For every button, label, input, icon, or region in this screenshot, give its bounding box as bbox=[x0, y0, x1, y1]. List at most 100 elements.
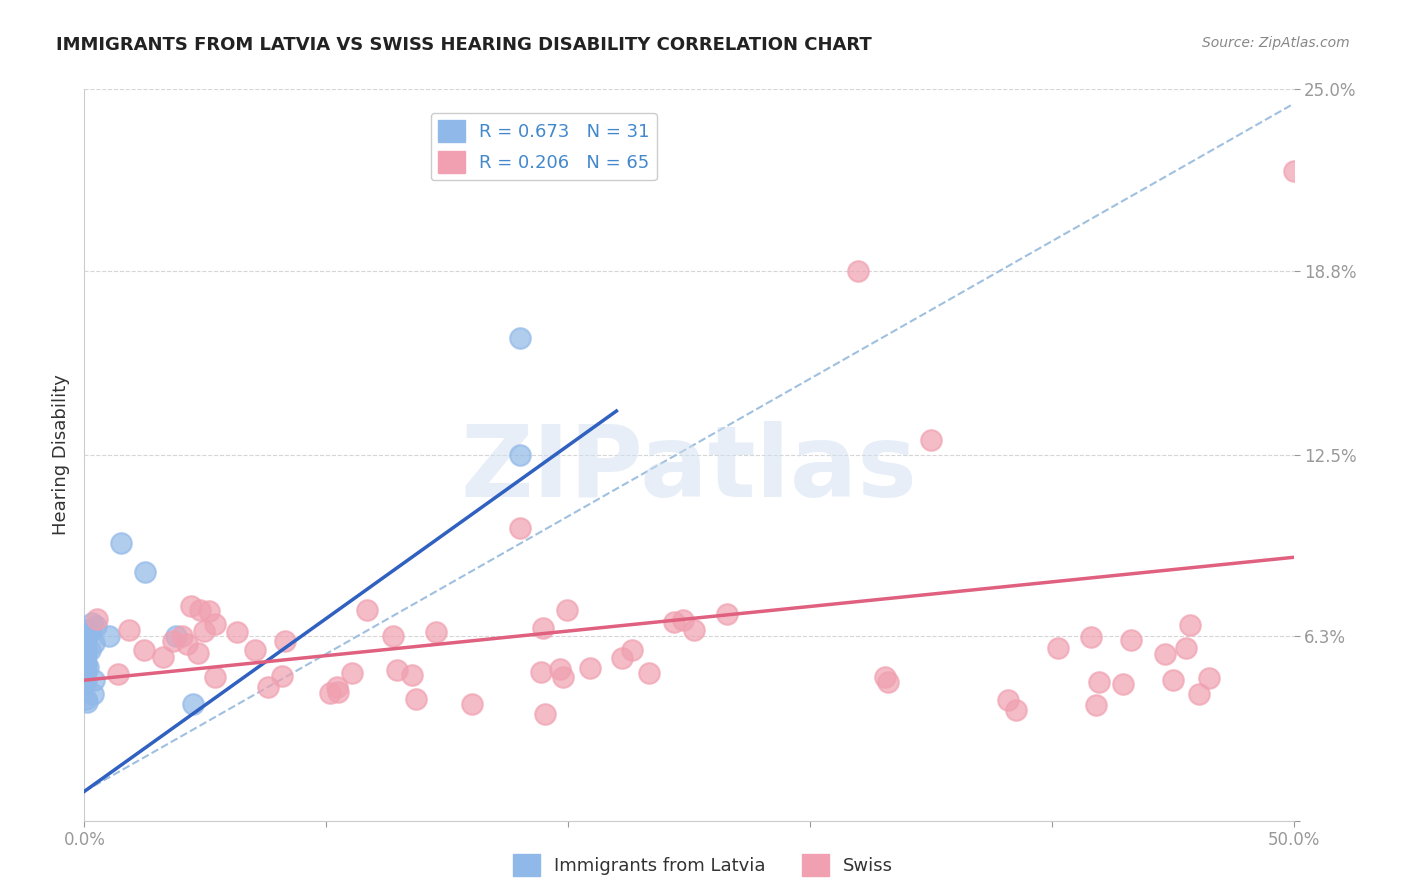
Point bbox=[664, 615, 686, 629]
Point bbox=[610, 651, 633, 665]
Point bbox=[1004, 703, 1026, 717]
Point bbox=[548, 662, 571, 676]
Point bbox=[1088, 675, 1111, 690]
Point bbox=[621, 643, 644, 657]
Point bbox=[270, 669, 292, 683]
Point bbox=[533, 707, 555, 722]
Point bbox=[1080, 630, 1102, 644]
Point bbox=[997, 693, 1019, 707]
Point bbox=[73, 657, 96, 671]
Point bbox=[1047, 640, 1070, 655]
Point bbox=[509, 521, 531, 535]
Point bbox=[672, 613, 695, 627]
Point bbox=[181, 697, 204, 711]
Point bbox=[460, 697, 482, 711]
Point bbox=[110, 535, 132, 549]
Point bbox=[509, 448, 531, 462]
Point bbox=[530, 665, 553, 679]
Point bbox=[381, 629, 404, 643]
Point bbox=[1282, 164, 1305, 178]
Point bbox=[79, 624, 101, 639]
Point bbox=[1111, 677, 1133, 691]
Point bbox=[1154, 647, 1177, 661]
Point bbox=[118, 624, 141, 638]
Point bbox=[1121, 633, 1143, 648]
Point bbox=[198, 604, 221, 618]
Point bbox=[555, 603, 578, 617]
Point bbox=[73, 645, 96, 659]
Point bbox=[75, 630, 97, 644]
Point bbox=[405, 691, 427, 706]
Point bbox=[84, 619, 107, 633]
Point bbox=[187, 646, 209, 660]
Point bbox=[1178, 618, 1201, 632]
Point bbox=[226, 624, 249, 639]
Point bbox=[401, 667, 423, 681]
Point bbox=[257, 680, 280, 694]
Point bbox=[531, 621, 554, 635]
Point bbox=[340, 665, 363, 680]
Point bbox=[134, 565, 156, 579]
Text: Source: ZipAtlas.com: Source: ZipAtlas.com bbox=[1202, 36, 1350, 50]
Point bbox=[162, 633, 184, 648]
Point bbox=[73, 623, 96, 637]
Point bbox=[83, 673, 105, 688]
Point bbox=[1188, 687, 1211, 701]
Point bbox=[75, 657, 97, 672]
Point bbox=[188, 603, 211, 617]
Point bbox=[877, 675, 900, 690]
Point bbox=[73, 664, 96, 678]
Point bbox=[204, 670, 226, 684]
Legend: Immigrants from Latvia, Swiss: Immigrants from Latvia, Swiss bbox=[505, 847, 901, 883]
Point bbox=[86, 612, 108, 626]
Point bbox=[356, 603, 378, 617]
Point bbox=[79, 642, 101, 657]
Point bbox=[76, 694, 98, 708]
Point bbox=[75, 692, 97, 706]
Point bbox=[152, 650, 174, 665]
Point bbox=[193, 624, 215, 639]
Point bbox=[75, 674, 97, 689]
Point bbox=[682, 623, 704, 637]
Point bbox=[75, 632, 97, 646]
Point bbox=[638, 666, 661, 681]
Point bbox=[875, 670, 897, 684]
Point bbox=[1198, 671, 1220, 685]
Point bbox=[75, 643, 97, 657]
Point bbox=[319, 685, 342, 699]
Point bbox=[75, 665, 97, 679]
Point bbox=[77, 660, 100, 674]
Point bbox=[83, 636, 105, 650]
Point bbox=[80, 615, 103, 630]
Point bbox=[75, 648, 97, 663]
Legend: R = 0.673   N = 31, R = 0.206   N = 65: R = 0.673 N = 31, R = 0.206 N = 65 bbox=[430, 113, 657, 180]
Point bbox=[1161, 673, 1184, 688]
Point bbox=[82, 687, 104, 701]
Point bbox=[1085, 698, 1108, 713]
Point bbox=[73, 649, 96, 664]
Point bbox=[73, 676, 96, 690]
Point bbox=[846, 263, 869, 277]
Point bbox=[97, 629, 120, 643]
Point bbox=[716, 607, 738, 621]
Point bbox=[172, 629, 194, 643]
Point bbox=[107, 666, 129, 681]
Point bbox=[551, 670, 574, 684]
Point bbox=[204, 617, 226, 632]
Y-axis label: Hearing Disability: Hearing Disability bbox=[52, 375, 70, 535]
Point bbox=[132, 643, 155, 657]
Point bbox=[165, 629, 187, 643]
Point bbox=[176, 637, 198, 651]
Point bbox=[180, 599, 202, 613]
Point bbox=[425, 625, 447, 640]
Point bbox=[326, 684, 349, 698]
Point bbox=[325, 680, 347, 694]
Point bbox=[579, 661, 602, 675]
Point bbox=[274, 634, 297, 648]
Text: IMMIGRANTS FROM LATVIA VS SWISS HEARING DISABILITY CORRELATION CHART: IMMIGRANTS FROM LATVIA VS SWISS HEARING … bbox=[56, 36, 872, 54]
Point bbox=[243, 642, 266, 657]
Point bbox=[385, 663, 408, 677]
Point bbox=[509, 331, 531, 345]
Point bbox=[1175, 641, 1198, 656]
Text: ZIPatlas: ZIPatlas bbox=[461, 421, 917, 518]
